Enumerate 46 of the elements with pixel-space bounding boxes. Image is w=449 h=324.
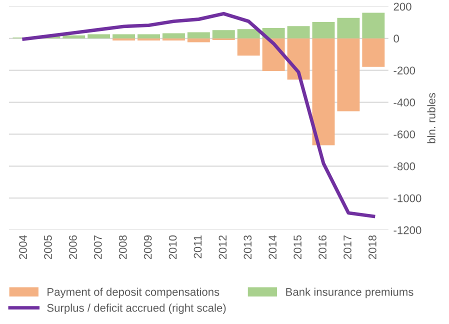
x-tick-label: 2017 xyxy=(344,235,352,260)
bar xyxy=(187,32,210,38)
y-axis-title: bln. rubles xyxy=(427,93,436,144)
x-tick-label: 2016 xyxy=(318,235,326,260)
legend-label: Bank insurance premiums xyxy=(286,288,414,298)
bar xyxy=(312,22,335,38)
x-tick-label: 2010 xyxy=(168,235,177,260)
legend-label: Surplus / deficit accrued (right scale) xyxy=(47,304,226,314)
bar xyxy=(237,29,260,38)
y-tick-label: -800 xyxy=(394,162,416,170)
bar xyxy=(112,34,136,38)
x-tick-label: 2004 xyxy=(19,235,27,260)
x-tick-label: 2013 xyxy=(244,235,252,260)
bar xyxy=(362,38,385,67)
line-series xyxy=(22,12,376,218)
bar xyxy=(287,38,310,80)
x-tick-label: 2014 xyxy=(268,235,277,260)
bar xyxy=(362,12,385,38)
bar xyxy=(62,35,86,38)
x-tick-label: 2015 xyxy=(294,235,302,260)
bar xyxy=(337,18,360,38)
y-tick-label: -400 xyxy=(394,98,416,106)
x-tick-label: 2018 xyxy=(368,235,376,260)
bar xyxy=(212,30,235,38)
x-tick-label: 2009 xyxy=(144,235,152,260)
bar xyxy=(187,38,210,42)
y-tick-label: -1000 xyxy=(394,194,422,202)
bar xyxy=(237,38,260,56)
legend-label: Payment of deposit compensations xyxy=(48,288,220,298)
bar xyxy=(337,38,360,112)
x-tick-label: 2006 xyxy=(68,235,77,260)
y-tick-label: 0 xyxy=(394,34,399,43)
x-tick-label: 2005 xyxy=(44,235,52,260)
bar xyxy=(287,26,310,38)
x-tick-label: 2007 xyxy=(94,235,102,260)
y-tick-label: -600 xyxy=(394,130,416,138)
bar xyxy=(162,33,185,38)
bar xyxy=(138,34,160,38)
bar xyxy=(312,38,335,146)
x-tick-label: 2012 xyxy=(218,235,227,260)
bar xyxy=(88,34,110,38)
y-tick-label: 200 xyxy=(394,2,412,11)
x-tick-label: 2011 xyxy=(194,235,202,258)
x-tick-label: 2008 xyxy=(118,235,127,260)
y-tick-label: -1200 xyxy=(394,226,422,234)
y-tick-label: -200 xyxy=(394,66,416,74)
